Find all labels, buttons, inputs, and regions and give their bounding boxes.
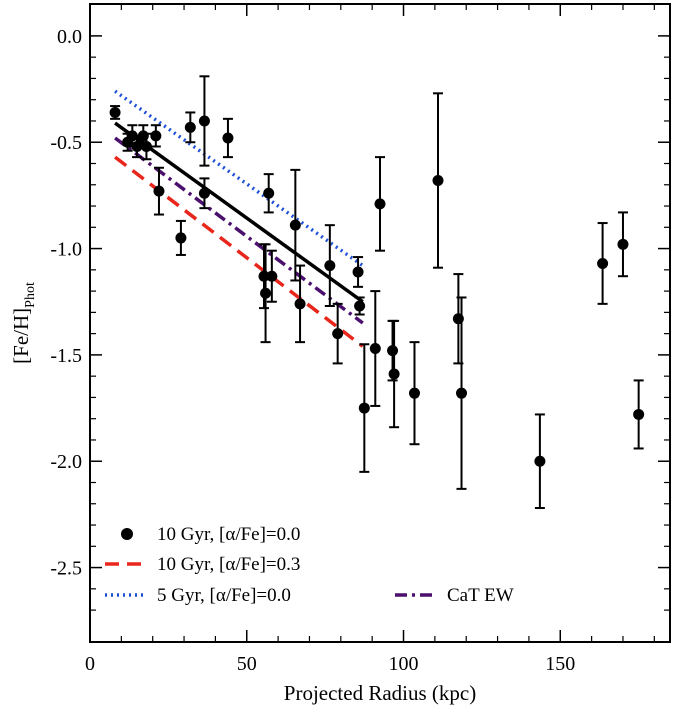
trend-line-dashdot <box>114 136 364 325</box>
legend-item: 10 Gyr, [α/Fe]=0.3 <box>105 554 300 575</box>
point-marker <box>109 106 121 118</box>
point-marker <box>432 175 444 187</box>
point-marker <box>354 300 366 312</box>
point-marker <box>263 187 275 199</box>
trend-line-dashed <box>114 155 364 348</box>
data-point <box>184 111 196 144</box>
data-point <box>456 296 468 490</box>
point-marker <box>352 266 364 278</box>
trend-line-solid <box>114 121 364 304</box>
data-point <box>140 132 152 161</box>
x-tick-label: 100 <box>389 653 419 675</box>
data-point <box>109 105 121 120</box>
point-marker <box>258 270 270 282</box>
point-marker <box>222 132 234 144</box>
point-marker <box>153 185 165 197</box>
point-marker <box>198 187 210 199</box>
point-marker <box>324 260 336 272</box>
point-marker <box>358 402 370 414</box>
point-marker <box>198 115 210 127</box>
y-tick-label: -0.5 <box>50 132 82 154</box>
legend-label: 10 Gyr, [α/Fe]=0.3 <box>157 554 300 575</box>
legend-item: CaT EW <box>395 585 514 606</box>
data-point <box>388 319 400 429</box>
data-point <box>408 341 420 446</box>
point-marker <box>369 343 381 355</box>
point-marker <box>617 238 629 250</box>
point-marker <box>408 387 420 399</box>
data-points <box>109 75 645 510</box>
data-point <box>198 177 210 210</box>
x-tick-label: 0 <box>85 653 95 675</box>
point-marker <box>289 219 301 231</box>
legend-swatch <box>121 528 133 540</box>
point-marker <box>597 257 609 269</box>
point-marker <box>266 270 278 282</box>
data-point <box>369 290 381 407</box>
trend-line-dotted <box>114 89 364 268</box>
y-tick-label: 0.0 <box>57 26 82 48</box>
data-point <box>617 211 629 278</box>
y-tick-label: -2.5 <box>50 558 82 580</box>
data-point <box>260 243 272 344</box>
y-tick-label: -1.0 <box>50 239 82 261</box>
data-point <box>266 249 278 303</box>
legend-label: CaT EW <box>447 585 514 606</box>
data-point <box>198 75 210 167</box>
x-tick-label: 50 <box>237 653 257 675</box>
data-point <box>534 413 546 510</box>
data-point <box>358 343 370 473</box>
data-point <box>222 117 234 159</box>
data-point <box>294 264 306 344</box>
data-point <box>597 222 609 305</box>
data-point <box>633 379 645 450</box>
data-point <box>263 173 275 214</box>
legend-label: 5 Gyr, [α/Fe]=0.0 <box>157 585 291 606</box>
y-axis-label-subscript: Phot <box>23 282 38 308</box>
data-point <box>175 219 187 256</box>
x-tick-label: 150 <box>545 653 575 675</box>
point-marker <box>387 345 399 357</box>
data-point <box>352 256 364 288</box>
y-tick-label: -1.5 <box>50 345 82 367</box>
legend-label: 10 Gyr, [α/Fe]=0.0 <box>157 524 300 545</box>
data-point <box>354 296 366 316</box>
x-axis-label: Projected Radius (kpc) <box>284 681 476 705</box>
point-marker <box>131 140 143 152</box>
point-marker <box>140 140 152 152</box>
data-point <box>150 124 162 148</box>
y-tick-label: -2.0 <box>50 451 82 473</box>
data-point <box>432 92 444 269</box>
point-marker <box>175 232 187 244</box>
data-point <box>324 224 336 307</box>
legend-item: 5 Gyr, [α/Fe]=0.0 <box>105 585 291 606</box>
point-marker <box>456 387 468 399</box>
data-point <box>374 156 386 252</box>
point-marker <box>150 130 162 142</box>
axis-ticks: 0 50 100 150 0.0 -0.5 -1.0 -1.5 -2.0 -2.5 <box>50 4 670 675</box>
plot-frame <box>89 3 671 643</box>
point-marker <box>374 198 386 210</box>
point-marker <box>534 455 546 467</box>
point-marker <box>184 121 196 133</box>
point-marker <box>260 287 272 299</box>
y-axis-label-main: [Fe/H] <box>9 308 33 364</box>
point-marker <box>332 328 344 340</box>
data-point <box>153 166 165 216</box>
legend: 10 Gyr, [α/Fe]=0.0 10 Gyr, [α/Fe]=0.3 5 Gy… <box>105 524 514 606</box>
trend-lines <box>114 89 364 348</box>
point-marker <box>633 408 645 420</box>
point-marker <box>388 368 400 380</box>
y-axis-label: [Fe/H]Phot <box>9 282 38 364</box>
data-point <box>332 302 344 365</box>
legend-item: 10 Gyr, [α/Fe]=0.0 <box>121 524 300 545</box>
point-marker <box>294 298 306 310</box>
data-point <box>289 168 301 282</box>
